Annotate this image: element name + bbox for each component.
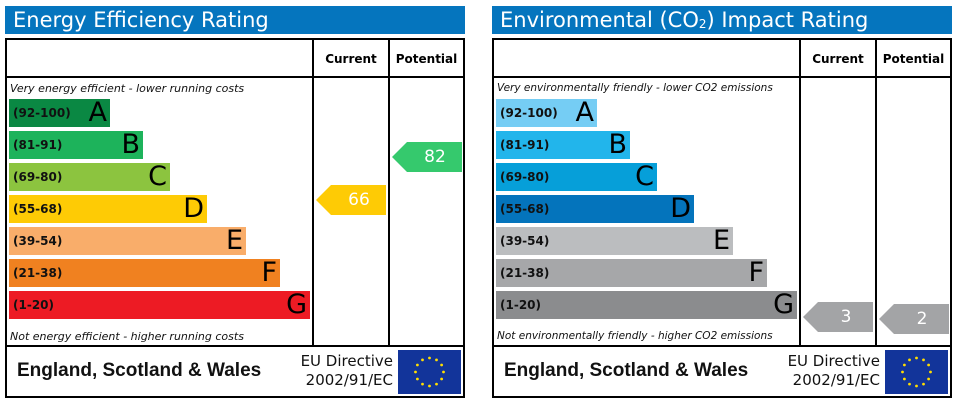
band-range: (69-80) bbox=[13, 170, 63, 184]
band-c: (69-80) C bbox=[9, 161, 170, 192]
band-letter: D bbox=[183, 193, 204, 224]
band-range: (1-20) bbox=[500, 298, 541, 312]
band-letter: F bbox=[748, 257, 764, 288]
column-divider bbox=[312, 40, 314, 345]
band-g: (1-20) G bbox=[496, 289, 797, 320]
band-e: (39-54) E bbox=[9, 225, 246, 256]
band-range: (55-68) bbox=[500, 202, 550, 216]
title-text: Environmental (CO bbox=[500, 8, 699, 32]
band-letter: C bbox=[635, 161, 654, 192]
current-rating-arrow: 66 bbox=[316, 185, 386, 215]
band-f: (21-38) F bbox=[9, 257, 280, 288]
eu-directive: EU Directive 2002/91/EC bbox=[289, 352, 393, 390]
band-c: (69-80) C bbox=[496, 161, 657, 192]
band-range: (69-80) bbox=[500, 170, 550, 184]
left-arrow-pointer-icon bbox=[879, 304, 949, 334]
potential-rating-arrow: 2 bbox=[879, 304, 949, 334]
potential-rating-value: 82 bbox=[424, 147, 446, 167]
band-d: (55-68) D bbox=[9, 193, 207, 224]
directive-line2: 2002/91/EC bbox=[305, 371, 393, 389]
top-caption: Very energy efficient - lower running co… bbox=[10, 82, 245, 95]
band-a: (92-100) A bbox=[9, 97, 110, 128]
band-letter: A bbox=[575, 97, 594, 128]
eu-flag-icon bbox=[885, 350, 948, 394]
band-letter: F bbox=[261, 257, 277, 288]
header-row bbox=[494, 40, 950, 78]
column-header-current: Current bbox=[812, 52, 864, 66]
band-range: (55-68) bbox=[13, 202, 63, 216]
column-header-current: Current bbox=[325, 52, 377, 66]
band-d: (55-68) D bbox=[496, 193, 694, 224]
band-letter: E bbox=[712, 225, 730, 256]
band-e: (39-54) E bbox=[496, 225, 733, 256]
directive-line1: EU Directive bbox=[300, 352, 393, 370]
column-header-potential: Potential bbox=[395, 52, 458, 66]
band-letter: G bbox=[286, 289, 307, 320]
header-row bbox=[7, 40, 463, 78]
band-letter: G bbox=[773, 289, 794, 320]
band-range: (92-100) bbox=[500, 106, 558, 120]
band-range: (81-91) bbox=[13, 138, 63, 152]
column-divider bbox=[388, 40, 390, 345]
current-rating-value: 66 bbox=[348, 190, 370, 210]
column-divider bbox=[799, 40, 801, 345]
current-rating-value: 3 bbox=[840, 307, 852, 327]
rating-table: Current Potential Very energy efficient … bbox=[5, 38, 465, 398]
band-letter: B bbox=[608, 129, 627, 160]
directive-line1: EU Directive bbox=[787, 352, 880, 370]
left-arrow-pointer-icon bbox=[392, 142, 462, 172]
band-range: (21-38) bbox=[500, 266, 550, 280]
band-b: (81-91) B bbox=[9, 129, 143, 160]
title-subscript: 2 bbox=[698, 17, 707, 31]
band-range: (21-38) bbox=[13, 266, 63, 280]
top-caption: Very environmentally friendly - lower CO… bbox=[497, 82, 773, 94]
region-label: England, Scotland & Wales bbox=[17, 360, 262, 381]
band-letter: C bbox=[148, 161, 167, 192]
environmental-impact-panel: Environmental (CO2) Impact Rating Curren… bbox=[492, 0, 954, 404]
eu-directive: EU Directive 2002/91/EC bbox=[776, 352, 880, 390]
region-label: England, Scotland & Wales bbox=[504, 360, 749, 381]
footer: England, Scotland & Wales EU Directive 2… bbox=[7, 345, 463, 398]
band-letter: E bbox=[225, 225, 243, 256]
band-letter: D bbox=[670, 193, 691, 224]
bottom-caption: Not environmentally friendly - higher CO… bbox=[497, 330, 773, 342]
eu-flag-icon bbox=[398, 350, 461, 394]
current-rating-arrow: 3 bbox=[803, 302, 873, 332]
column-divider bbox=[875, 40, 877, 345]
band-range: (39-54) bbox=[13, 234, 63, 248]
potential-rating-value: 2 bbox=[916, 309, 928, 329]
band-range: (81-91) bbox=[500, 138, 550, 152]
band-f: (21-38) F bbox=[496, 257, 767, 288]
panel-title: Environmental (CO2) Impact Rating bbox=[492, 6, 952, 34]
left-arrow-pointer-icon bbox=[316, 185, 386, 215]
rating-table: Current Potential Very environmentally f… bbox=[492, 38, 952, 398]
band-range: (1-20) bbox=[13, 298, 54, 312]
left-arrow-pointer-icon bbox=[803, 302, 873, 332]
band-b: (81-91) B bbox=[496, 129, 630, 160]
band-letter: B bbox=[121, 129, 140, 160]
band-g: (1-20) G bbox=[9, 289, 310, 320]
band-range: (92-100) bbox=[13, 106, 71, 120]
column-header-potential: Potential bbox=[882, 52, 945, 66]
footer: England, Scotland & Wales EU Directive 2… bbox=[494, 345, 950, 398]
panel-title: Energy Efficiency Rating bbox=[5, 6, 465, 34]
title-text: ) Impact Rating bbox=[706, 8, 869, 32]
energy-efficiency-panel: Energy Efficiency Rating Current Potenti… bbox=[5, 0, 467, 404]
band-range: (39-54) bbox=[500, 234, 550, 248]
band-letter: A bbox=[88, 97, 107, 128]
directive-line2: 2002/91/EC bbox=[792, 371, 880, 389]
potential-rating-arrow: 82 bbox=[392, 142, 462, 172]
bottom-caption: Not energy efficient - higher running co… bbox=[10, 330, 244, 343]
band-a: (92-100) A bbox=[496, 97, 597, 128]
